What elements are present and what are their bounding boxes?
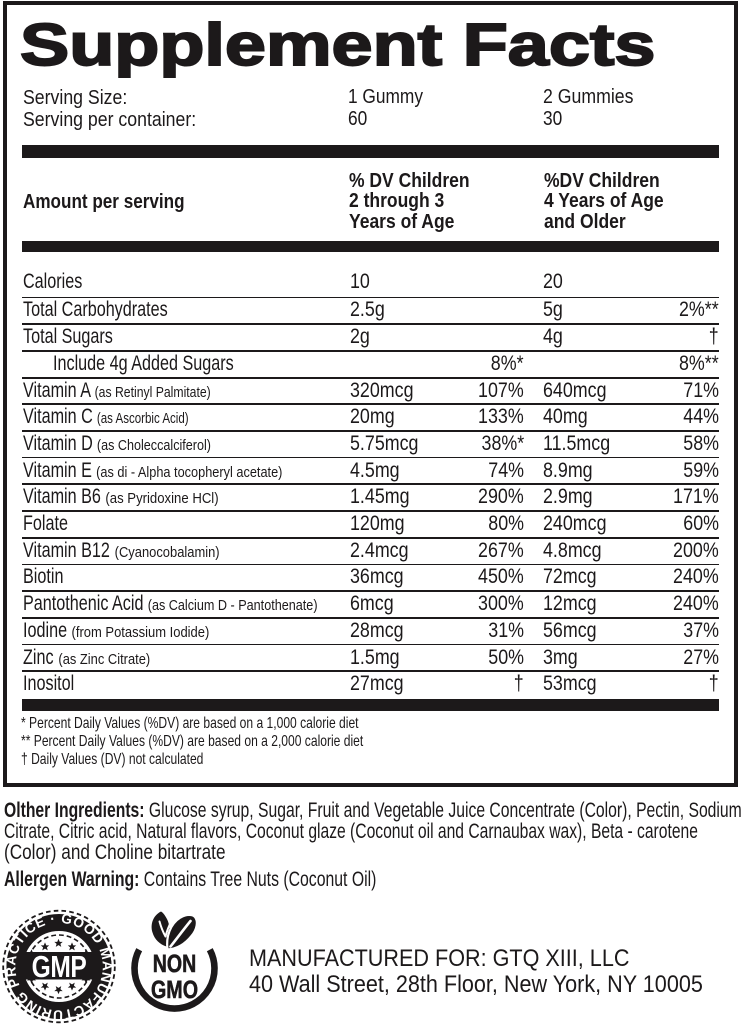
svg-text:GMO: GMO xyxy=(151,976,198,1004)
svg-text:GMP: GMP xyxy=(32,950,87,984)
svg-text:NON: NON xyxy=(153,950,197,978)
